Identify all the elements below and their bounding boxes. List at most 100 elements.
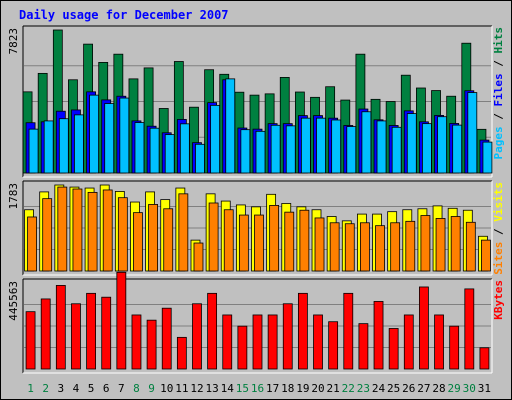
x-tick-label: 27 <box>417 382 430 395</box>
bar-kbytes-2 <box>40 298 51 370</box>
x-tick-label: 21 <box>327 382 340 395</box>
bar-sites-18 <box>284 211 295 272</box>
x-tick-label: 12 <box>190 382 203 395</box>
bar-sites-15 <box>238 214 249 272</box>
x-tick-label: 18 <box>281 382 294 395</box>
bar-pages-21 <box>331 119 342 174</box>
bar-kbytes-1 <box>25 311 36 370</box>
bar-sites-8 <box>133 212 143 272</box>
legend-item: KBytes <box>492 280 505 320</box>
legend-item: Visits <box>492 182 505 228</box>
bar-sites-9 <box>148 204 158 272</box>
bar-kbytes-4 <box>71 303 81 370</box>
bar-pages-3 <box>58 118 69 174</box>
y-axis-max-label: 445563 <box>7 281 20 321</box>
bar-sites-29 <box>450 216 461 272</box>
bar-pages-2 <box>43 120 54 174</box>
bar-kbytes-16 <box>252 314 263 370</box>
bar-kbytes-27 <box>419 286 429 370</box>
bar-sites-12 <box>193 242 204 272</box>
bar-sites-5 <box>87 191 98 272</box>
legend-pages-files-hits: Pages / Files / Hits <box>492 27 505 160</box>
series-sites <box>27 186 491 272</box>
bar-kbytes-13 <box>207 292 218 370</box>
x-tick-label: 8 <box>133 382 140 395</box>
bar-kbytes-18 <box>282 303 293 370</box>
bar-kbytes-11 <box>176 336 187 370</box>
x-axis: 1 2 3 4 5 6 7 8 9 10 11 12 13 14 15 16 17 18 19 20 21 22 23 24 2… <box>27 382 491 395</box>
bar-pages-17 <box>270 124 281 174</box>
bar-pages-31 <box>482 141 493 174</box>
bar-kbytes-28 <box>434 314 444 370</box>
x-tick-label: 1 <box>27 382 34 395</box>
bar-sites-20 <box>314 217 325 272</box>
bar-pages-11 <box>179 123 190 174</box>
bar-sites-11 <box>178 193 189 272</box>
x-tick-label: 13 <box>205 382 218 395</box>
bar-pages-16 <box>255 130 266 174</box>
x-tick-label: 7 <box>118 382 125 395</box>
bar-kbytes-14 <box>222 314 233 370</box>
x-tick-label: 31 <box>478 382 491 395</box>
y-axis-max-label: 7823 <box>7 28 20 55</box>
bar-sites-24 <box>375 225 385 272</box>
panel-kbytes: 445563 KBytes <box>7 271 505 374</box>
bar-pages-5 <box>89 94 99 174</box>
bar-sites-27 <box>420 215 431 272</box>
bar-kbytes-21 <box>328 321 339 370</box>
bar-sites-13 <box>208 202 219 272</box>
bar-pages-9 <box>149 127 160 174</box>
bar-pages-19 <box>300 117 311 174</box>
bar-sites-10 <box>163 208 174 272</box>
bar-kbytes-12 <box>192 303 202 370</box>
bar-sites-22 <box>344 223 355 272</box>
bar-sites-31 <box>481 239 491 272</box>
bar-pages-30 <box>467 92 478 174</box>
bar-sites-23 <box>360 222 370 272</box>
legend-item: Files <box>492 73 505 113</box>
x-tick-label: 15 <box>236 382 249 395</box>
x-tick-label: 6 <box>103 382 110 395</box>
bar-kbytes-7 <box>116 271 127 370</box>
x-tick-label: 5 <box>88 382 95 395</box>
bar-pages-25 <box>391 126 402 174</box>
bar-pages-8 <box>134 122 145 174</box>
legend-item: Hits <box>492 27 505 60</box>
legend-item: Sites <box>492 242 505 275</box>
x-tick-label: 23 <box>357 382 370 395</box>
legend-item: Pages <box>492 126 505 159</box>
bar-kbytes-30 <box>464 288 475 370</box>
x-tick-label: 19 <box>296 382 309 395</box>
bar-kbytes-17 <box>267 314 278 370</box>
bar-kbytes-29 <box>449 325 460 370</box>
bar-sites-25 <box>390 222 401 272</box>
legend-visits-sites: Sites / Visits <box>492 182 505 275</box>
bar-kbytes-20 <box>313 314 323 370</box>
x-tick-label: 14 <box>221 382 235 395</box>
bar-sites-21 <box>329 222 340 272</box>
bar-pages-18 <box>285 125 296 174</box>
bar-kbytes-23 <box>358 323 369 370</box>
bar-sites-14 <box>223 209 234 272</box>
legend-kbytes: KBytes <box>492 280 505 320</box>
bar-sites-17 <box>269 205 280 272</box>
bar-kbytes-26 <box>403 314 414 370</box>
bar-kbytes-6 <box>101 296 112 370</box>
bar-sites-16 <box>254 214 264 272</box>
x-tick-label: 29 <box>448 382 461 395</box>
x-tick-label: 24 <box>372 382 386 395</box>
bar-pages-27 <box>422 123 432 174</box>
x-tick-label: 11 <box>175 382 188 395</box>
y-axis-max-label: 1783 <box>7 183 20 210</box>
x-tick-label: 4 <box>73 382 80 395</box>
bar-kbytes-22 <box>343 292 354 370</box>
legend-item: / <box>492 228 505 242</box>
x-tick-label: 25 <box>387 382 400 395</box>
x-tick-label: 9 <box>148 382 155 395</box>
bar-kbytes-19 <box>297 292 308 370</box>
bar-sites-6 <box>102 189 113 272</box>
x-tick-label: 17 <box>266 382 279 395</box>
bar-sites-7 <box>117 197 128 272</box>
bar-sites-30 <box>465 221 476 272</box>
